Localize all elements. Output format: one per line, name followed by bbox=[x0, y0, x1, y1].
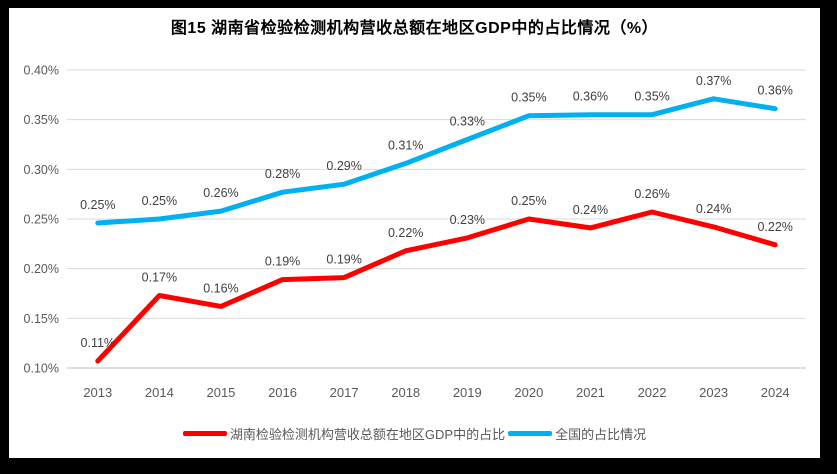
series-line-0 bbox=[95, 209, 778, 364]
legend-item-0: 湖南检验检测机构营收总额在地区GDP中的占比 bbox=[182, 424, 506, 443]
data-label-series-1: 0.26% bbox=[203, 186, 238, 200]
x-axis-tick-label: 2018 bbox=[391, 385, 420, 400]
data-label-series-1: 0.36% bbox=[573, 90, 608, 104]
y-axis-tick-label: 0.30% bbox=[24, 163, 59, 177]
y-axis-tick-label: 0.15% bbox=[24, 312, 59, 326]
data-label-series-0: 0.26% bbox=[634, 187, 669, 201]
x-axis-tick-label: 2023 bbox=[699, 385, 728, 400]
legend-line-marker-icon bbox=[182, 431, 227, 436]
data-label-series-0: 0.11% bbox=[81, 336, 116, 350]
y-axis-tick-label: 0.40% bbox=[24, 64, 59, 78]
x-axis-tick-label: 2021 bbox=[576, 385, 605, 400]
line-chart-plot-area: 0.40% 0.35% 0.30% 0.25% 0.20% 0.15% 0.10% 2013 2… bbox=[24, 64, 806, 400]
data-label-series-0: 0.23% bbox=[450, 213, 485, 227]
x-axis-tick-label: 2017 bbox=[330, 385, 359, 400]
legend-line-marker-icon bbox=[508, 431, 553, 436]
data-label-series-0: 0.17% bbox=[142, 270, 177, 284]
data-label-series-1: 0.35% bbox=[634, 90, 669, 104]
data-label-series-0: 0.24% bbox=[696, 202, 731, 216]
data-label-series-1: 0.33% bbox=[450, 115, 485, 129]
y-axis-tick-label: 0.10% bbox=[24, 362, 59, 376]
data-label-series-1: 0.35% bbox=[511, 91, 546, 105]
data-label-series-1: 0.36% bbox=[757, 84, 792, 98]
x-axis-tick-label: 2019 bbox=[453, 385, 482, 400]
x-axis-tick-label: 2013 bbox=[83, 385, 112, 400]
x-axis-tick-label: 2015 bbox=[206, 385, 235, 400]
data-label-series-0: 0.19% bbox=[326, 253, 361, 267]
legend-item-1: 全国的占比情况 bbox=[508, 424, 646, 443]
data-label-series-1: 0.37% bbox=[696, 74, 731, 88]
x-axis-tick-label: 2022 bbox=[638, 385, 667, 400]
x-axis-tick-label: 2020 bbox=[514, 385, 543, 400]
data-label-series-0: 0.22% bbox=[388, 226, 423, 240]
data-label-series-0: 0.24% bbox=[573, 203, 608, 217]
y-axis-tick-label: 0.25% bbox=[24, 213, 59, 227]
data-label-series-1: 0.28% bbox=[265, 167, 300, 181]
x-axis-tick-label: 2024 bbox=[761, 385, 790, 400]
chart-title: 图15 湖南省检验检测机构营收总额在地区GDP中的占比情况（%） bbox=[170, 20, 659, 37]
legend-label: 全国的占比情况 bbox=[555, 427, 647, 442]
data-label-series-1: 0.25% bbox=[142, 194, 177, 208]
chart-frame: 图15 湖南省检验检测机构营收总额在地区GDP中的占比情况（%） 0.40% 0.… bbox=[9, 8, 820, 458]
data-label-series-0: 0.19% bbox=[265, 255, 300, 269]
x-axis-tick-label: 2016 bbox=[268, 385, 297, 400]
data-label-series-0: 0.22% bbox=[757, 220, 792, 234]
data-label-series-0: 0.16% bbox=[203, 281, 238, 295]
chart-legend: 湖南检验检测机构营收总额在地区GDP中的占比 全国的占比情况 bbox=[9, 424, 820, 443]
x-axis-tick-label: 2014 bbox=[145, 385, 174, 400]
data-label-series-0: 0.25% bbox=[511, 194, 546, 208]
y-axis-tick-label: 0.20% bbox=[24, 262, 59, 276]
data-label-series-1: 0.31% bbox=[388, 138, 423, 152]
y-axis-tick-label: 0.35% bbox=[24, 113, 59, 127]
data-label-series-1: 0.29% bbox=[326, 159, 361, 173]
data-label-series-1: 0.25% bbox=[80, 198, 115, 212]
series-line-1 bbox=[95, 96, 778, 226]
legend-label: 湖南检验检测机构营收总额在地区GDP中的占比 bbox=[229, 427, 506, 442]
